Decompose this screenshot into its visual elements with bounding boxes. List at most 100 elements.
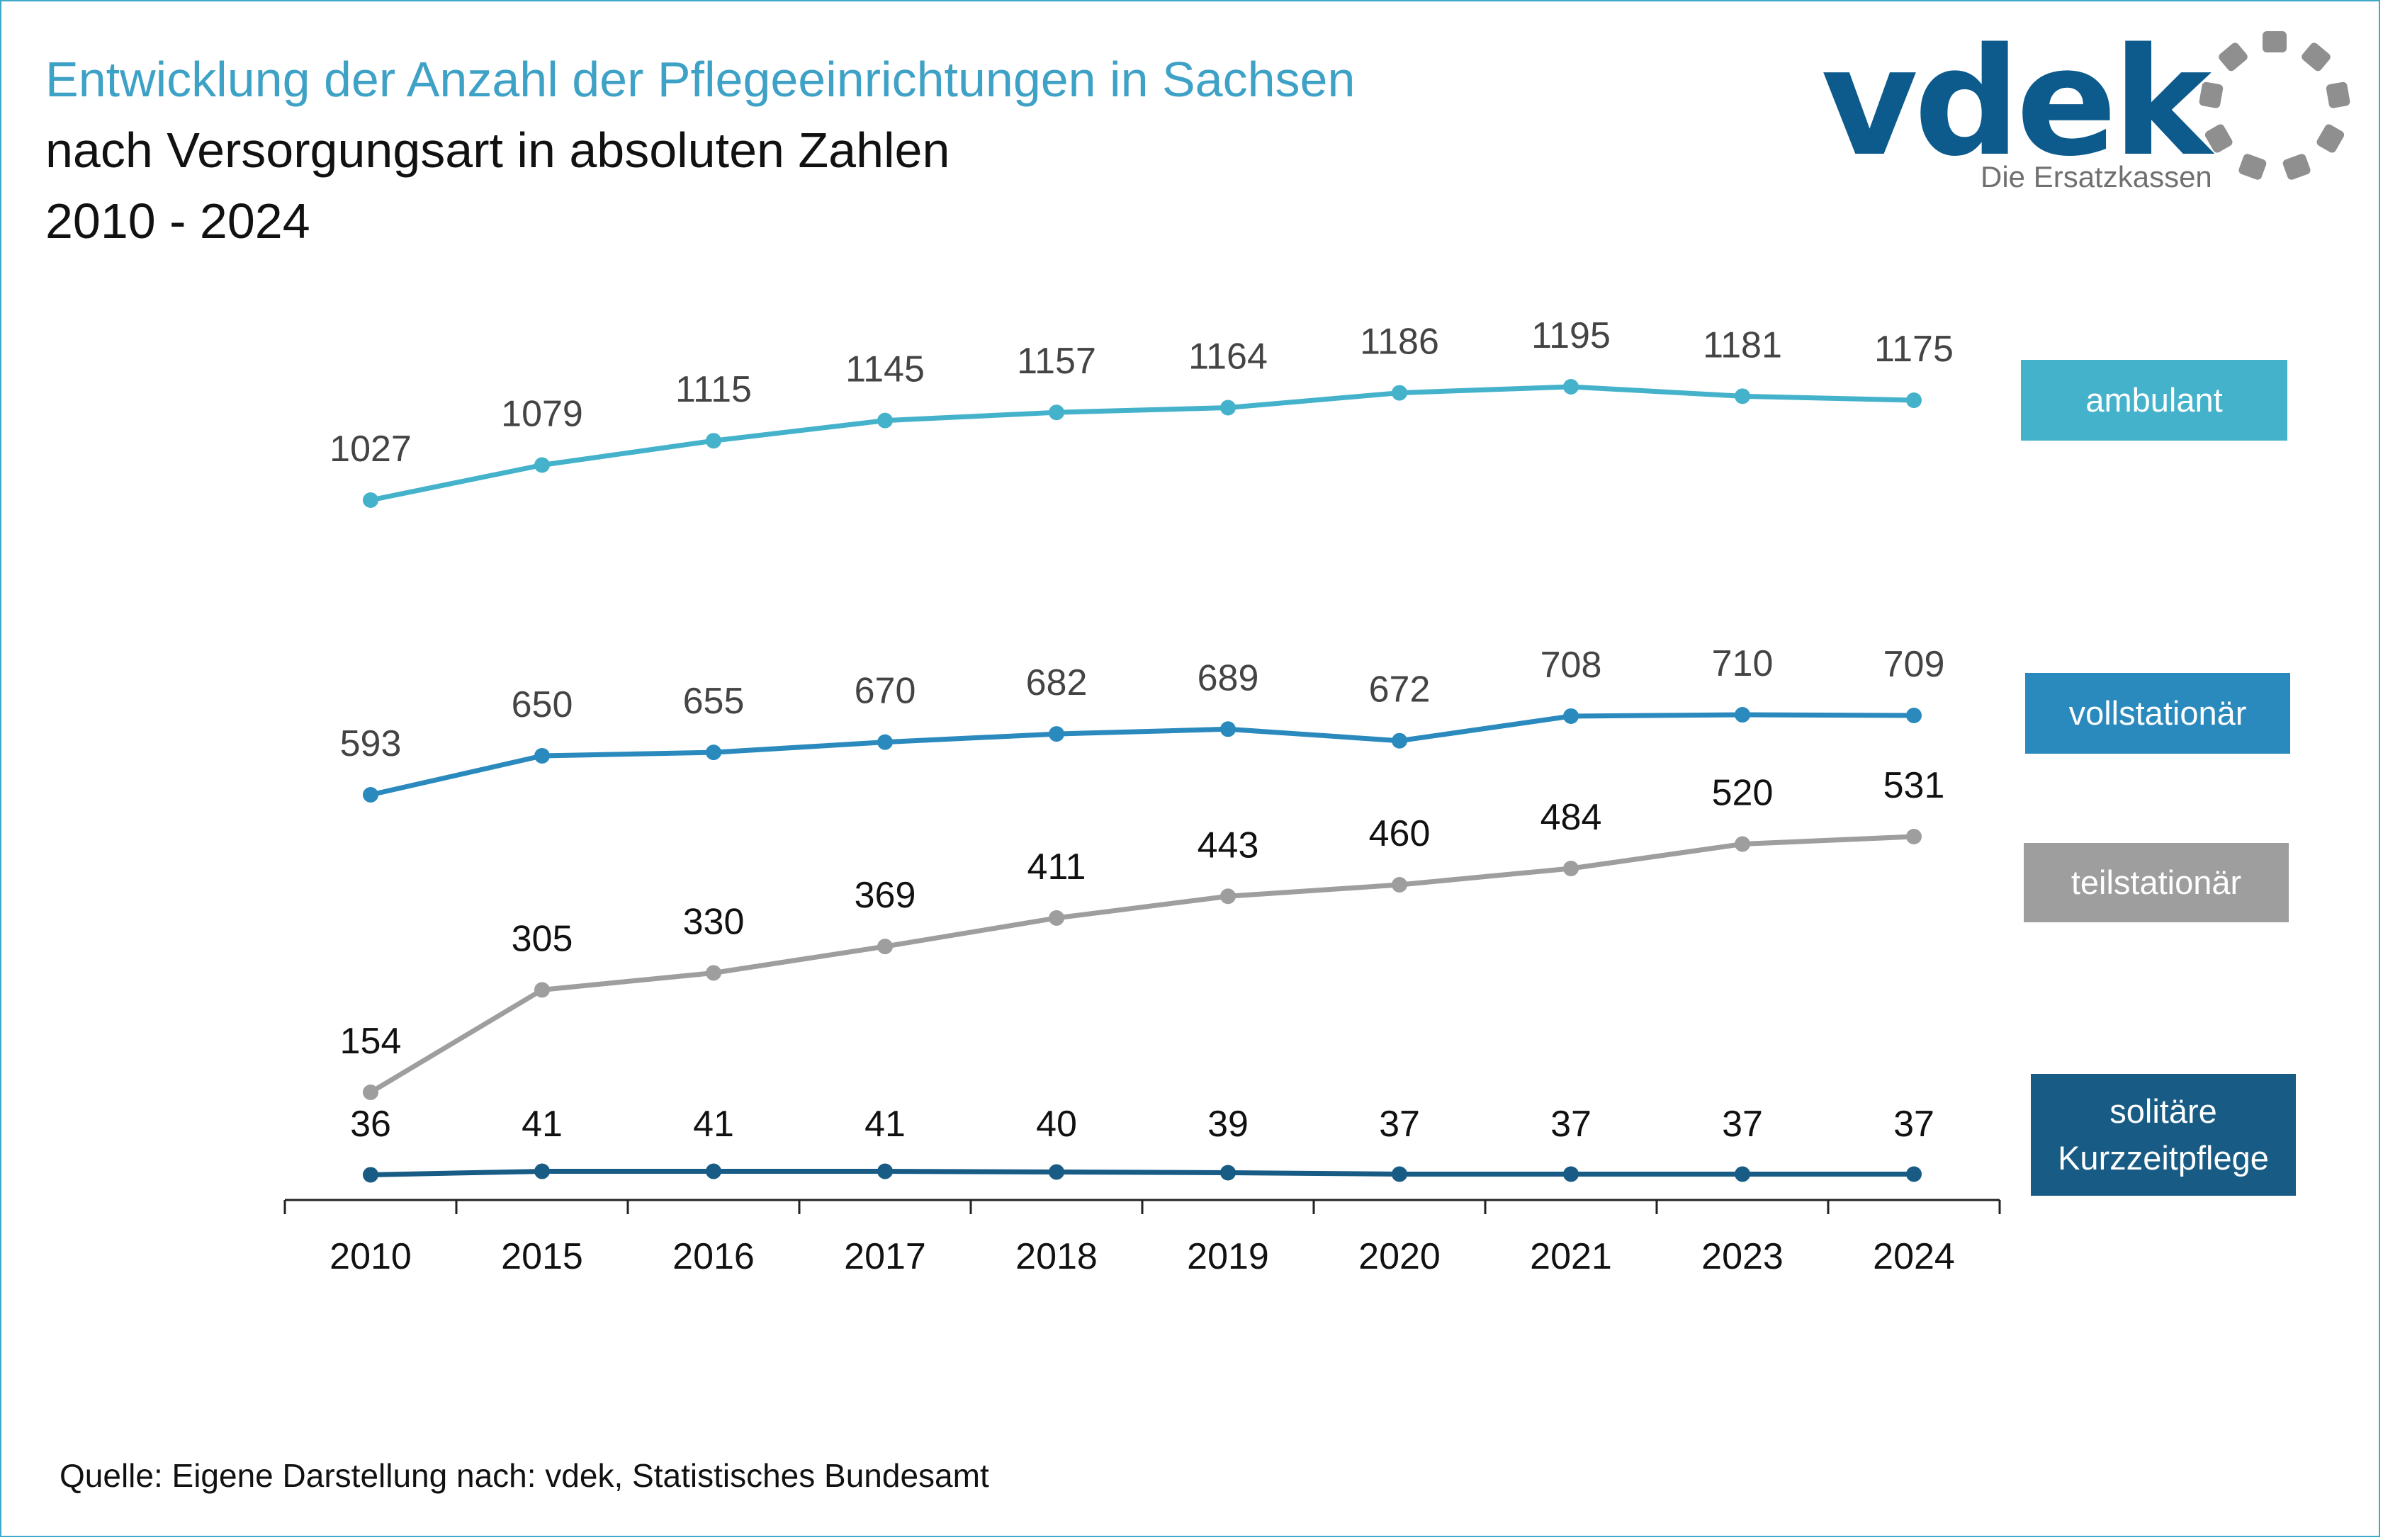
series-line-vollstationaer (368, 712, 1917, 798)
series-line-teilstationaer (368, 834, 1917, 1095)
data-point-teilstationaer (1220, 888, 1236, 905)
data-label-kurzzeitpflege: 41 (693, 1104, 734, 1145)
logo-wordmark: vdek (1821, 16, 2212, 189)
data-point-teilstationaer (1563, 861, 1579, 877)
x-tick-label: 2020 (1358, 1236, 1441, 1277)
logo-ring-icon (2199, 31, 2350, 180)
data-label-ambulant: 1079 (501, 393, 583, 434)
data-label-vollstationaer: 710 (1712, 643, 1774, 684)
data-point-kurzzeitpflege (1735, 1166, 1750, 1182)
x-tick-label: 2023 (1701, 1236, 1784, 1277)
data-point-kurzzeitpflege (1049, 1164, 1064, 1180)
data-label-vollstationaer: 672 (1369, 669, 1431, 710)
chart-period: 2010 - 2024 (45, 193, 310, 249)
data-label-teilstationaer: 460 (1369, 813, 1431, 854)
x-tick-label: 2021 (1530, 1236, 1612, 1277)
data-label-teilstationaer: 520 (1712, 773, 1774, 814)
data-label-kurzzeitpflege: 37 (1722, 1104, 1763, 1145)
data-point-teilstationaer (363, 1085, 378, 1100)
x-tick-label: 2016 (672, 1236, 755, 1277)
data-label-vollstationaer: 655 (683, 681, 745, 722)
data-label-teilstationaer: 531 (1883, 765, 1945, 806)
data-point-ambulant (1049, 404, 1064, 421)
data-point-vollstationaer (1220, 721, 1236, 737)
legend-label-kurzzeitpflege: solitäre Kurzzeitpflege (2058, 1092, 2269, 1177)
series-line-kurzzeitpflege (368, 1169, 1917, 1177)
data-point-vollstationaer (534, 747, 550, 764)
data-label-teilstationaer: 369 (855, 875, 916, 916)
data-point-kurzzeitpflege (1906, 1166, 1922, 1182)
source-note: Quelle: Eigene Darstellung nach: vdek, S… (60, 1457, 989, 1494)
legend-kurzzeitpflege: solitäre Kurzzeitpflege (2031, 1074, 2296, 1196)
x-tick-label: 2015 (501, 1236, 583, 1277)
data-point-ambulant (1220, 400, 1236, 416)
data-point-teilstationaer (1392, 876, 1407, 893)
data-label-kurzzeitpflege: 41 (864, 1104, 906, 1145)
x-tick-label: 2010 (329, 1236, 412, 1277)
data-label-vollstationaer: 689 (1198, 657, 1259, 698)
data-point-ambulant (534, 457, 550, 473)
data-label-vollstationaer: 593 (340, 723, 402, 764)
data-label-kurzzeitpflege: 36 (350, 1104, 391, 1145)
data-label-ambulant: 1145 (845, 349, 925, 390)
data-point-ambulant (1563, 379, 1579, 395)
data-point-teilstationaer (1735, 836, 1750, 852)
data-label-vollstationaer: 650 (512, 684, 573, 725)
data-label-vollstationaer: 709 (1883, 644, 1945, 685)
data-point-teilstationaer (877, 939, 893, 955)
data-point-teilstationaer (706, 965, 721, 981)
data-label-teilstationaer: 305 (512, 918, 573, 959)
data-label-kurzzeitpflege: 39 (1207, 1104, 1249, 1145)
title-block: Entwicklung der Anzahl der Pflegeeinrich… (45, 44, 1355, 256)
data-point-teilstationaer (1049, 910, 1064, 926)
data-point-vollstationaer (706, 744, 721, 761)
data-point-teilstationaer (534, 982, 550, 998)
data-label-teilstationaer: 330 (683, 901, 745, 942)
data-label-vollstationaer: 682 (1026, 662, 1088, 703)
data-label-teilstationaer: 154 (340, 1021, 402, 1062)
data-label-ambulant: 1195 (1531, 315, 1611, 356)
data-label-teilstationaer: 443 (1198, 825, 1259, 866)
data-label-ambulant: 1157 (1017, 341, 1096, 382)
data-label-ambulant: 1181 (1703, 324, 1782, 366)
data-point-kurzzeitpflege (1392, 1166, 1407, 1182)
x-tick-label: 2018 (1015, 1236, 1098, 1277)
data-point-vollstationaer (1392, 732, 1407, 749)
legend-label-teilstationaer: teilstationär (2071, 864, 2242, 901)
data-point-vollstationaer (363, 787, 378, 803)
data-label-ambulant: 1164 (1188, 336, 1268, 378)
data-label-vollstationaer: 708 (1540, 645, 1602, 686)
data-point-kurzzeitpflege (534, 1163, 550, 1179)
data-point-ambulant (363, 492, 378, 508)
data-point-ambulant (1735, 388, 1750, 404)
data-point-kurzzeitpflege (363, 1167, 378, 1183)
legend-label-vollstationaer: vollstationär (2068, 694, 2247, 732)
x-tick-label: 2017 (844, 1236, 926, 1277)
data-label-teilstationaer: 484 (1540, 797, 1602, 838)
data-point-vollstationaer (877, 734, 893, 750)
vdek-logo: vdek Die Ersatzkassen (1821, 21, 2360, 205)
chart-title: Entwicklung der Anzahl der Pflegeeinrich… (45, 52, 1356, 107)
x-tick-label: 2019 (1187, 1236, 1269, 1277)
data-point-kurzzeitpflege (877, 1163, 893, 1179)
data-label-kurzzeitpflege: 41 (522, 1104, 563, 1145)
data-label-kurzzeitpflege: 37 (1893, 1104, 1934, 1145)
data-point-ambulant (706, 433, 721, 449)
data-point-vollstationaer (1906, 708, 1922, 723)
data-label-teilstationaer: 411 (1027, 847, 1086, 888)
data-point-kurzzeitpflege (706, 1163, 721, 1179)
legend-teilstationaer: teilstationär (2024, 843, 2289, 922)
data-label-vollstationaer: 670 (855, 671, 916, 712)
series-line-ambulant (368, 384, 1917, 503)
data-label-ambulant: 1175 (1874, 329, 1954, 370)
legend-label-ambulant: ambulant (2085, 381, 2223, 419)
legend-vollstationaer: vollstationär (2025, 673, 2290, 754)
chart-subtitle: nach Versorgungsart in absoluten Zahlen (45, 123, 950, 178)
data-point-teilstationaer (1906, 829, 1922, 844)
data-label-kurzzeitpflege: 37 (1550, 1104, 1592, 1145)
data-point-vollstationaer (1049, 726, 1064, 742)
data-point-vollstationaer (1563, 708, 1579, 724)
data-label-kurzzeitpflege: 40 (1036, 1104, 1077, 1145)
